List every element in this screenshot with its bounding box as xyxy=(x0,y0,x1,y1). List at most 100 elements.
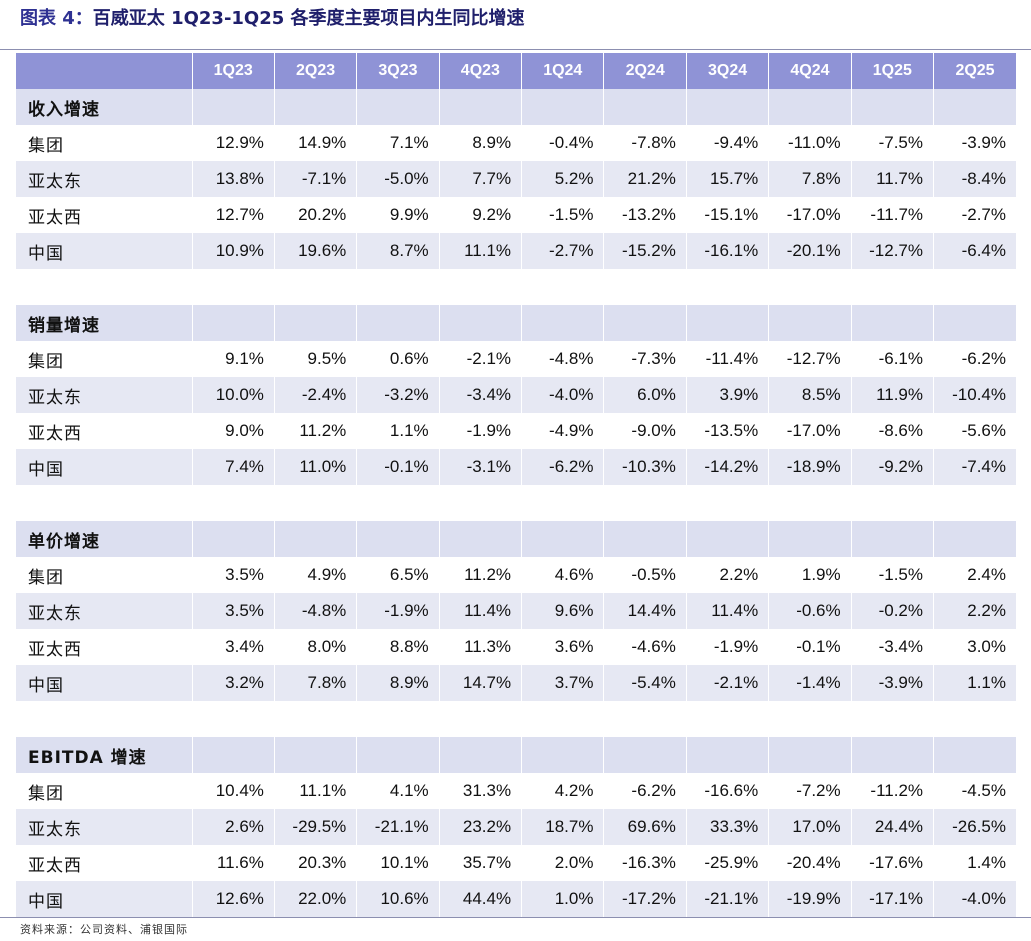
value-cell: 44.4% xyxy=(438,881,522,917)
column-header: 1Q23 xyxy=(191,53,275,89)
section-filler-cell xyxy=(933,521,1016,557)
section-filler-cell xyxy=(521,521,604,557)
value-cell: 3.7% xyxy=(521,665,604,701)
value-cell: 14.7% xyxy=(438,665,522,701)
value-cell: -18.9% xyxy=(768,449,852,485)
section-filler-cell xyxy=(273,305,357,341)
row-label: 集团 xyxy=(28,783,64,804)
section-filler-cell xyxy=(933,737,1016,773)
value-cell: -5.4% xyxy=(603,665,687,701)
section-filler-cell xyxy=(603,521,687,557)
table-row: 亚太东 10.0% -2.4% -3.2% -3.4% -4.0% 6.0% 3.9% 8.5%… xyxy=(16,377,1016,413)
value-cell: 11.0% xyxy=(273,449,357,485)
spacer-cell xyxy=(603,485,687,521)
value-cell: -25.9% xyxy=(685,845,769,881)
value-cell: 12.7% xyxy=(191,197,275,233)
spacer-cell xyxy=(850,701,934,737)
value-cell: -6.4% xyxy=(933,233,1016,269)
column-header: 3Q23 xyxy=(356,53,440,89)
value-cell: 9.2% xyxy=(438,197,522,233)
spacer-cell xyxy=(438,701,522,737)
value-cell: 3.9% xyxy=(685,377,769,413)
spacer-cell xyxy=(356,485,440,521)
value-cell: 69.6% xyxy=(603,809,687,845)
value-cell: 17.0% xyxy=(768,809,852,845)
value-cell: -3.4% xyxy=(850,629,934,665)
row-label: 中国 xyxy=(16,233,192,269)
table-row: 集团 3.5% 4.9% 6.5% 11.2% 4.6% -0.5% 2.2% 1.9% -1.5… xyxy=(16,557,1016,593)
spacer-cell xyxy=(933,269,1016,305)
value-cell: -13.5% xyxy=(685,413,769,449)
spacer-cell xyxy=(768,485,852,521)
value-cell: 19.6% xyxy=(273,233,357,269)
value-cell: 24.4% xyxy=(850,809,934,845)
section-header-row: 销量增速 xyxy=(16,305,1016,341)
spacer-cell xyxy=(356,701,440,737)
table-row: 亚太东 3.5% -4.8% -1.9% 11.4% 9.6% 14.4% 11.4% -0.6… xyxy=(16,593,1016,629)
table-body: 收入增速 集团 12.9% 14.9% 7.1% 8.9% -0.4% -7.8% -9.4% -… xyxy=(16,89,1016,917)
table-row: 中国 3.2% 7.8% 8.9% 14.7% 3.7% -5.4% -2.1% -1.4% -3… xyxy=(16,665,1016,701)
value-cell: -2.7% xyxy=(521,233,604,269)
value-cell: 11.1% xyxy=(438,233,522,269)
spacer-cell xyxy=(768,701,852,737)
row-label: 亚太东 xyxy=(16,809,192,845)
value-cell: 11.2% xyxy=(438,557,522,593)
value-cell: 3.5% xyxy=(191,593,275,629)
spacer-row xyxy=(16,269,1016,305)
value-cell: 2.2% xyxy=(933,593,1016,629)
value-cell: -10.4% xyxy=(933,377,1016,413)
value-cell: -12.7% xyxy=(768,341,852,377)
table-row: 亚太东 13.8% -7.1% -5.0% 7.7% 5.2% 21.2% 15.7% 7.8%… xyxy=(16,161,1016,197)
row-label: 中国 xyxy=(16,449,192,485)
table-row: 中国 12.6% 22.0% 10.6% 44.4% 1.0% -17.2% -21.1% -1… xyxy=(16,881,1016,917)
value-cell: -21.1% xyxy=(356,809,440,845)
value-cell: 20.2% xyxy=(273,197,357,233)
column-header: 4Q24 xyxy=(768,53,852,89)
value-cell: -7.8% xyxy=(603,125,687,161)
section-filler-cell xyxy=(685,521,769,557)
table-row: 中国 10.9% 19.6% 8.7% 11.1% -2.7% -15.2% -16.1% -2… xyxy=(16,233,1016,269)
header-corner xyxy=(16,53,192,89)
section-filler-cell xyxy=(603,305,687,341)
value-cell: -16.6% xyxy=(685,773,769,809)
spacer-cell xyxy=(16,269,192,305)
table-row: 集团 9.1% 9.5% 0.6% -2.1% -4.8% -7.3% -11.4% -12.7… xyxy=(16,341,1016,377)
value-cell: 10.6% xyxy=(356,881,440,917)
section-header-row: EBITDA 增速 xyxy=(16,737,1016,773)
value-cell: 15.7% xyxy=(685,161,769,197)
row-label: 集团 xyxy=(28,351,64,372)
value-cell: 4.9% xyxy=(273,557,357,593)
value-cell: -15.1% xyxy=(685,197,769,233)
value-cell: -3.9% xyxy=(850,665,934,701)
value-cell: -4.8% xyxy=(521,341,604,377)
value-cell: 10.1% xyxy=(356,845,440,881)
value-cell: -29.5% xyxy=(273,809,357,845)
value-cell: 8.0% xyxy=(273,629,357,665)
section-header-row: 收入增速 xyxy=(16,89,1016,125)
spacer-cell xyxy=(768,269,852,305)
figure-number: 图表 4： xyxy=(20,8,93,29)
value-cell: -17.1% xyxy=(850,881,934,917)
value-cell: -8.4% xyxy=(933,161,1016,197)
section-filler-cell xyxy=(850,305,934,341)
spacer-cell xyxy=(685,485,769,521)
section-filler-cell xyxy=(768,89,852,125)
value-cell: 11.1% xyxy=(273,773,357,809)
value-cell: 11.7% xyxy=(850,161,934,197)
value-cell: 21.2% xyxy=(603,161,687,197)
value-cell: 4.1% xyxy=(356,773,440,809)
value-cell: -1.5% xyxy=(521,197,604,233)
column-header: 1Q25 xyxy=(850,53,934,89)
value-cell: -3.2% xyxy=(356,377,440,413)
value-cell: 20.3% xyxy=(273,845,357,881)
section-filler-cell xyxy=(273,521,357,557)
section-filler-cell xyxy=(191,89,275,125)
section-filler-cell xyxy=(521,305,604,341)
spacer-cell xyxy=(933,701,1016,737)
value-cell: 1.1% xyxy=(933,665,1016,701)
value-cell: 7.1% xyxy=(356,125,440,161)
column-header: 2Q25 xyxy=(933,53,1016,89)
section-title: 收入增速 xyxy=(16,89,192,125)
row-label: 中国 xyxy=(16,665,192,701)
value-cell: 8.7% xyxy=(356,233,440,269)
